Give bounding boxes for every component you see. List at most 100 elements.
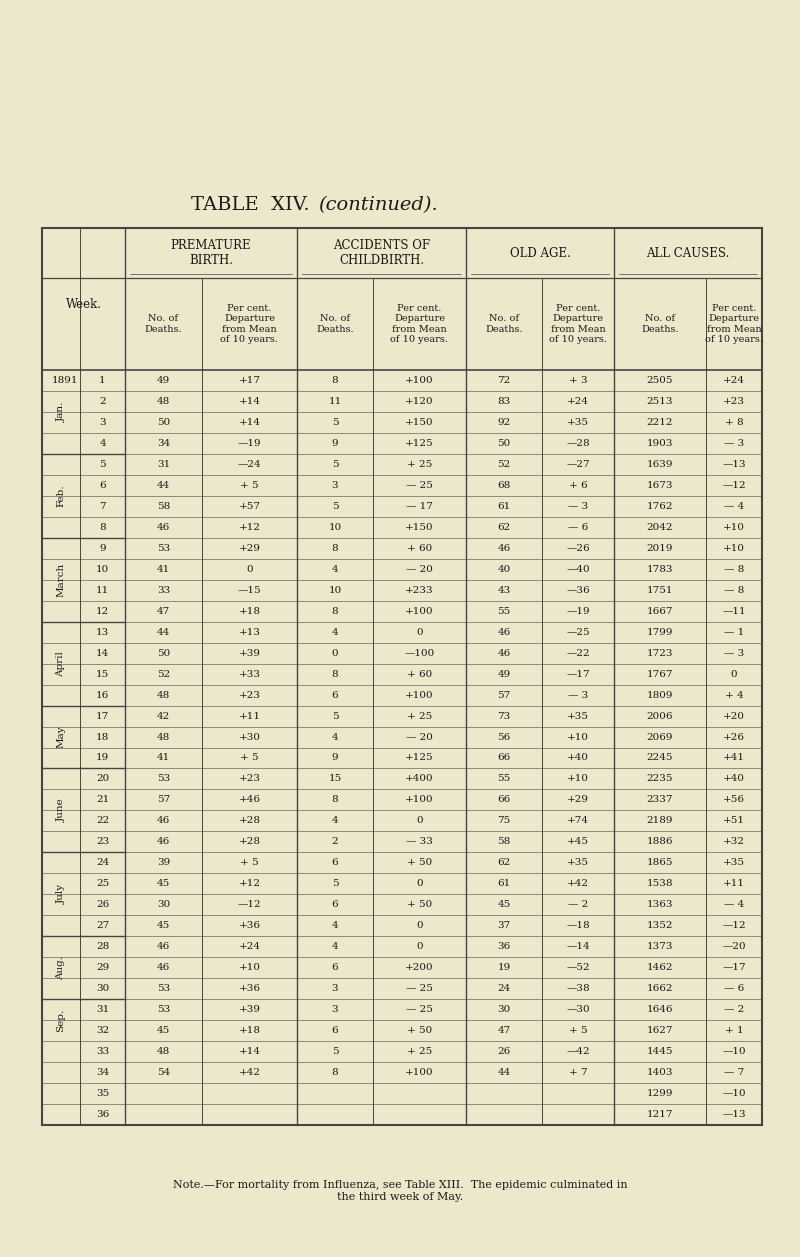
Text: 6: 6	[332, 1026, 338, 1035]
Text: 1299: 1299	[646, 1089, 674, 1099]
Text: 10: 10	[328, 586, 342, 595]
Text: 7: 7	[99, 502, 106, 510]
Text: 2006: 2006	[646, 711, 674, 720]
Text: +57: +57	[238, 502, 261, 510]
Text: June: June	[57, 798, 66, 822]
Text: —12: —12	[238, 900, 262, 909]
Text: + 60: + 60	[407, 670, 432, 679]
Text: +14: +14	[238, 417, 261, 427]
Text: 4: 4	[332, 921, 338, 930]
Text: — 3: — 3	[724, 439, 744, 447]
Text: +233: +233	[405, 586, 434, 595]
Text: —100: —100	[404, 649, 434, 657]
Text: —38: —38	[566, 984, 590, 993]
Text: 44: 44	[157, 481, 170, 490]
Text: +42: +42	[238, 1068, 261, 1077]
Text: +56: +56	[723, 796, 745, 804]
Text: +100: +100	[405, 607, 434, 616]
Text: + 25: + 25	[407, 460, 432, 469]
Text: 46: 46	[498, 649, 510, 657]
Text: Week.: Week.	[66, 298, 102, 310]
Text: +28: +28	[238, 816, 261, 826]
Text: +125: +125	[405, 439, 434, 447]
Text: + 5: + 5	[240, 753, 259, 763]
Text: 73: 73	[498, 711, 510, 720]
Text: 19: 19	[498, 963, 510, 972]
Text: +24: +24	[723, 376, 745, 385]
Text: 8: 8	[332, 1068, 338, 1077]
Text: ALL CAUSES.: ALL CAUSES.	[646, 246, 730, 259]
Text: PREMATURE
BIRTH.: PREMATURE BIRTH.	[170, 239, 251, 266]
Text: — 2: — 2	[568, 900, 588, 909]
Text: July: July	[57, 884, 66, 904]
Text: 11: 11	[328, 397, 342, 406]
Text: 44: 44	[157, 627, 170, 636]
Text: + 50: + 50	[407, 900, 432, 909]
Text: + 7: + 7	[569, 1068, 587, 1077]
Text: +51: +51	[723, 816, 745, 826]
Text: 61: 61	[498, 880, 510, 889]
Text: —19: —19	[238, 439, 262, 447]
Text: 1751: 1751	[646, 586, 674, 595]
Text: 53: 53	[157, 984, 170, 993]
Text: 1: 1	[99, 376, 106, 385]
Text: 4: 4	[332, 627, 338, 636]
Text: 1217: 1217	[646, 1110, 674, 1119]
Text: 53: 53	[157, 544, 170, 553]
Text: 44: 44	[498, 1068, 510, 1077]
Text: 26: 26	[96, 900, 109, 909]
Text: +74: +74	[567, 816, 589, 826]
Text: 21: 21	[96, 796, 109, 804]
Text: 1662: 1662	[646, 984, 674, 993]
Text: No. of
Deaths.: No. of Deaths.	[485, 314, 523, 333]
Text: 1673: 1673	[646, 481, 674, 490]
Text: 2: 2	[332, 837, 338, 846]
Text: 11: 11	[96, 586, 109, 595]
Text: 10: 10	[328, 523, 342, 532]
Text: 8: 8	[332, 376, 338, 385]
Text: +26: +26	[723, 733, 745, 742]
Text: +30: +30	[238, 733, 261, 742]
Text: 1627: 1627	[646, 1026, 674, 1035]
Text: + 50: + 50	[407, 859, 432, 867]
Text: 50: 50	[157, 417, 170, 427]
Text: —18: —18	[566, 921, 590, 930]
Text: 46: 46	[157, 963, 170, 972]
Text: Per cent.
Departure
from Mean
of 10 years.: Per cent. Departure from Mean of 10 year…	[705, 304, 763, 344]
Text: 26: 26	[498, 1047, 510, 1056]
Text: 3: 3	[332, 984, 338, 993]
Text: —24: —24	[238, 460, 262, 469]
Text: 1462: 1462	[646, 963, 674, 972]
Text: 22: 22	[96, 816, 109, 826]
Text: +18: +18	[238, 1026, 261, 1035]
Text: April: April	[57, 651, 66, 676]
Text: +18: +18	[238, 607, 261, 616]
Text: 2019: 2019	[646, 544, 674, 553]
Text: +24: +24	[567, 397, 589, 406]
Text: 1903: 1903	[646, 439, 674, 447]
Text: 31: 31	[96, 1006, 109, 1014]
Text: 1865: 1865	[646, 859, 674, 867]
Text: 46: 46	[157, 816, 170, 826]
Text: No. of
Deaths.: No. of Deaths.	[641, 314, 679, 333]
Text: 27: 27	[96, 921, 109, 930]
Text: 8: 8	[332, 544, 338, 553]
Text: 5: 5	[332, 502, 338, 510]
Text: 28: 28	[96, 943, 109, 952]
Text: 2: 2	[99, 397, 106, 406]
Text: +35: +35	[567, 859, 589, 867]
Text: 4: 4	[332, 816, 338, 826]
Text: 48: 48	[157, 1047, 170, 1056]
Text: 53: 53	[157, 1006, 170, 1014]
Text: — 7: — 7	[724, 1068, 744, 1077]
Text: 35: 35	[96, 1089, 109, 1099]
Text: 8: 8	[332, 607, 338, 616]
Text: 15: 15	[96, 670, 109, 679]
Text: 6: 6	[332, 900, 338, 909]
Text: —19: —19	[566, 607, 590, 616]
Text: May: May	[57, 725, 66, 748]
Text: 54: 54	[157, 1068, 170, 1077]
Text: +20: +20	[723, 711, 745, 720]
Text: 13: 13	[96, 627, 109, 636]
Text: — 6: — 6	[724, 984, 744, 993]
